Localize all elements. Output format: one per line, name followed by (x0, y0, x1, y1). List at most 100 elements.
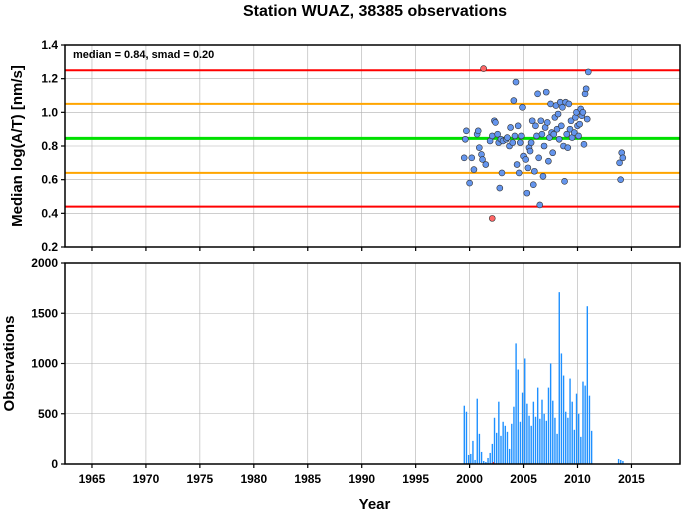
data-point (545, 157, 552, 165)
data-point (492, 119, 499, 126)
data-point (523, 189, 531, 197)
data-point (528, 117, 536, 125)
data-point (539, 173, 547, 180)
data-bar (547, 387, 550, 464)
data-point (561, 178, 568, 185)
data-point (512, 78, 520, 86)
data-bar (511, 423, 513, 464)
data-point (529, 181, 537, 189)
data-point (504, 134, 511, 141)
data-point (511, 132, 519, 140)
data-point (558, 122, 565, 130)
data-point (496, 184, 504, 192)
data-bar (580, 436, 582, 464)
y-tick-label: 1.4 (41, 38, 58, 52)
data-bar (573, 429, 576, 464)
data-bar (549, 363, 552, 464)
data-point (536, 201, 544, 209)
data-point (575, 132, 582, 140)
data-bar (556, 433, 558, 464)
y-tick-label: 1500 (31, 306, 58, 320)
data-bar (491, 443, 494, 464)
data-point (566, 125, 574, 133)
y-tick-label: 0 (51, 457, 58, 471)
data-point (535, 154, 542, 162)
data-point (526, 147, 534, 155)
data-bar (562, 375, 565, 464)
data-point (555, 135, 563, 143)
x-tick-label: 1995 (402, 472, 429, 486)
data-bar (472, 440, 474, 464)
data-bar (536, 387, 539, 464)
data-point (510, 97, 518, 104)
x-tick-label: 1985 (294, 472, 321, 486)
data-point (540, 142, 548, 150)
data-point (547, 100, 554, 108)
y-tick-label: 1000 (31, 357, 58, 371)
data-point (583, 115, 591, 123)
data-point (466, 179, 473, 187)
data-point (470, 166, 478, 173)
data-bar (504, 425, 507, 464)
data-bar (493, 417, 496, 464)
data-point (552, 102, 560, 109)
data-bar (534, 416, 537, 464)
y-tick-label: 0.2 (41, 240, 58, 254)
x-tick-label: 2000 (456, 472, 483, 486)
data-bar (498, 401, 500, 464)
data-point (474, 127, 482, 135)
data-bar (582, 381, 584, 464)
y-tick-label: 0.6 (41, 173, 58, 187)
data-bar (495, 432, 498, 464)
data-point (567, 117, 575, 125)
data-bar (517, 369, 519, 464)
data-bar (521, 392, 524, 464)
data-bar (541, 399, 543, 464)
data-point (559, 103, 566, 111)
x-tick-label: 1980 (240, 472, 267, 486)
data-point (527, 139, 535, 146)
data-point (518, 132, 525, 140)
data-bar (463, 405, 466, 464)
data-bar (558, 292, 560, 464)
data-point (580, 141, 588, 148)
data-bar (577, 413, 580, 464)
data-bar (502, 421, 504, 464)
data-point (494, 130, 501, 138)
data-point (542, 88, 550, 96)
data-bar (554, 417, 556, 464)
data-bar (552, 400, 554, 464)
data-bar (543, 413, 545, 464)
data-bar (545, 420, 548, 464)
data-point (573, 109, 580, 116)
y-tick-label: 2000 (31, 256, 58, 270)
observations-panel-ylabel: Observations (1, 316, 18, 412)
stats-annotation: median = 0.84, smad = 0.20 (73, 49, 214, 61)
data-bar (528, 415, 530, 464)
data-point (549, 149, 556, 157)
data-point (619, 154, 627, 162)
data-point (488, 215, 496, 222)
data-bar (575, 393, 578, 464)
data-point (576, 120, 583, 128)
x-tick-label: 1965 (79, 472, 106, 486)
data-bar (567, 417, 569, 464)
data-point (507, 124, 514, 131)
data-point (582, 85, 590, 93)
data-point (538, 130, 546, 138)
data-point (554, 110, 562, 118)
data-bar (586, 306, 589, 464)
data-bar (500, 435, 502, 464)
data-bar (539, 418, 541, 464)
data-point (532, 122, 539, 130)
data-bar (506, 431, 509, 464)
data-point (509, 139, 517, 146)
data-bar (470, 453, 472, 464)
data-bar (569, 378, 571, 464)
data-point (564, 144, 572, 151)
data-point (515, 169, 523, 177)
data-bar (584, 385, 586, 464)
median-panel-ylabel: Median log(A/T) [nm/s] (9, 65, 26, 227)
data-bar (489, 452, 491, 464)
